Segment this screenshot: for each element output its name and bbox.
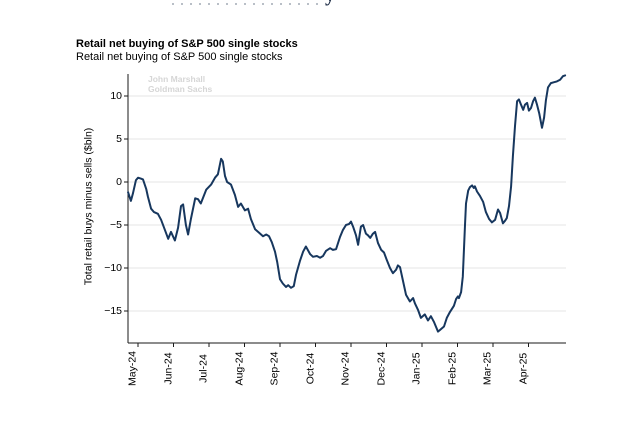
x-tick-label: Dec-24 (375, 351, 387, 386)
axes (124, 74, 566, 347)
watermark-line1: John Marshall (148, 74, 206, 84)
x-tick-label: Aug-24 (233, 351, 245, 386)
gridlines (128, 95, 566, 312)
watermark: John Marshall Goldman Sachs (148, 74, 213, 94)
chart-subtitle: Retail net buying of S&P 500 single stoc… (76, 51, 283, 63)
series-line (127, 74, 567, 333)
cropped-text-descender: y (325, 0, 335, 7)
x-tick-label: Jul-24 (197, 354, 210, 383)
y-tick-label: 10 (110, 90, 122, 102)
cropped-text-dots (172, 3, 322, 5)
x-tick-label: Apr-25 (517, 352, 529, 385)
y-tick-label: 0 (116, 176, 122, 188)
y-tick-label: −10 (104, 262, 122, 274)
x-tick-label: Mar-25 (481, 351, 494, 386)
x-tick-label: Jun-24 (162, 352, 174, 385)
watermark-line2: Goldman Sachs (148, 83, 213, 94)
x-tick-label: Feb-25 (446, 351, 458, 386)
y-tick-label: −15 (104, 305, 122, 317)
y-tick-label: 5 (116, 133, 122, 145)
chart-title: Retail net buying of S&P 500 single stoc… (76, 38, 298, 50)
y-tick-label: −5 (110, 219, 122, 231)
x-tick-label: Sep-24 (268, 351, 281, 386)
x-tick-label: Oct-24 (304, 352, 316, 385)
cropped-text-remnant: y (170, 0, 346, 7)
x-tick-label: May-24 (126, 351, 139, 387)
x-tick-label: Nov-24 (339, 351, 352, 386)
x-tick-label: Jan-25 (410, 352, 423, 385)
